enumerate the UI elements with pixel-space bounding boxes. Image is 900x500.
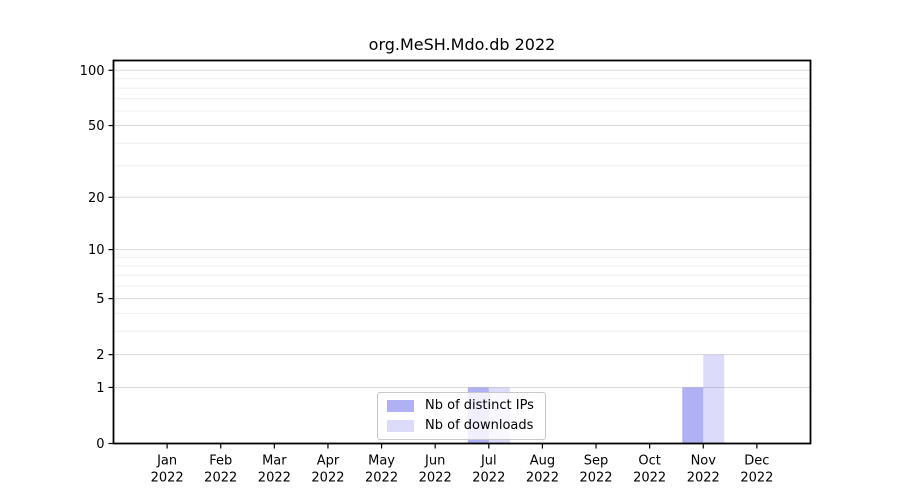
x-tick-label-year: 2022 xyxy=(740,471,773,486)
y-tick-label: 20 xyxy=(88,191,105,206)
x-tick-label-year: 2022 xyxy=(633,471,666,486)
x-tick-label-year: 2022 xyxy=(687,471,720,486)
legend: Nb of distinct IPs Nb of downloads xyxy=(377,392,546,440)
y-tick-label: 100 xyxy=(80,64,105,79)
x-tick-label-month: Apr xyxy=(317,454,340,469)
x-tick-label-month: Mar xyxy=(262,454,287,469)
y-tick-label: 2 xyxy=(96,348,104,363)
plot-frame xyxy=(112,59,812,445)
legend-label-downloads: Nb of downloads xyxy=(425,418,534,433)
x-tick-label-month: Jul xyxy=(480,454,497,469)
x-tick-label-year: 2022 xyxy=(579,471,612,486)
x-tick-label-month: Nov xyxy=(691,454,717,469)
y-tick-label: 50 xyxy=(88,119,105,134)
x-tick-label-year: 2022 xyxy=(258,471,291,486)
bar-distinct-ips-nov xyxy=(682,387,704,444)
downloads-swatch xyxy=(387,420,414,432)
chart-title: org.MeSH.Mdo.db 2022 xyxy=(368,35,556,54)
distinct-ips-swatch xyxy=(387,400,414,412)
x-tick-label-month: Jan xyxy=(156,454,177,469)
x-tick-label-year: 2022 xyxy=(365,471,398,486)
x-tick-label-month: Feb xyxy=(209,454,232,469)
x-tick-label-month: Jun xyxy=(424,454,445,469)
bar-downloads-nov xyxy=(703,354,725,444)
legend-item-distinct-ips: Nb of distinct IPs xyxy=(387,398,536,414)
y-tick-label: 5 xyxy=(96,292,104,307)
legend-item-downloads: Nb of downloads xyxy=(387,418,536,434)
x-tick-label-month: Dec xyxy=(744,454,769,469)
x-tick-label-year: 2022 xyxy=(419,471,452,486)
x-tick-label-year: 2022 xyxy=(311,471,344,486)
x-tick-label-year: 2022 xyxy=(204,471,237,486)
legend-label-distinct-ips: Nb of distinct IPs xyxy=(425,398,534,413)
x-tick-label-month: Aug xyxy=(530,454,555,469)
x-tick-label-year: 2022 xyxy=(472,471,505,486)
y-tick-label: 0 xyxy=(96,437,104,452)
x-tick-label-month: Oct xyxy=(638,454,660,469)
x-tick-label-month: Sep xyxy=(584,454,609,469)
y-tick-label: 10 xyxy=(88,243,105,258)
x-tick-label-month: May xyxy=(368,454,395,469)
x-tick-label-year: 2022 xyxy=(151,471,184,486)
x-tick-label-year: 2022 xyxy=(526,471,559,486)
y-tick-label: 1 xyxy=(96,381,104,396)
